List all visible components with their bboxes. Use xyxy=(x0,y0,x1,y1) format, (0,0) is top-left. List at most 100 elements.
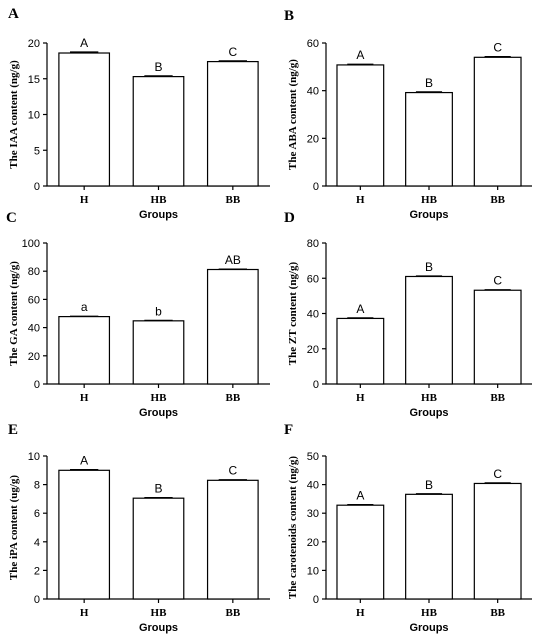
significance-label: B xyxy=(425,76,433,90)
significance-label: a xyxy=(81,300,88,314)
bar xyxy=(132,320,185,385)
panel-letter: C xyxy=(6,210,17,226)
significance-label: C xyxy=(493,41,502,55)
panel-f: F 0 10 20 30 40 50 The carotenoids content (ng/… xyxy=(284,422,532,634)
x-tick-label: HB xyxy=(151,607,168,619)
y-tick-label: 10 xyxy=(28,110,40,122)
panel-letter: B xyxy=(284,8,294,24)
y-tick-label: 100 xyxy=(22,238,40,250)
x-tick-label: H xyxy=(356,392,365,404)
bar xyxy=(473,289,522,385)
bar xyxy=(405,493,453,600)
significance-label: C xyxy=(493,467,502,481)
significance-label: C xyxy=(493,274,502,288)
y-tick-label: 10 xyxy=(307,565,319,577)
y-tick-label: 5 xyxy=(34,145,40,157)
y-axis-label: The ABA content (ng/g) xyxy=(287,59,299,170)
y-tick-label: 80 xyxy=(28,266,40,278)
bar xyxy=(405,275,453,385)
y-tick-label: 40 xyxy=(307,480,319,492)
x-tick-label: H xyxy=(80,607,89,619)
x-tick-label: BB xyxy=(225,607,240,619)
x-tick-label: HB xyxy=(421,194,438,206)
panel-letter: A xyxy=(8,6,19,22)
y-tick-label: 40 xyxy=(28,323,40,335)
x-tick-label: BB xyxy=(490,194,505,206)
y-tick-label: 4 xyxy=(34,537,40,549)
y-tick-label: 0 xyxy=(313,379,319,391)
y-tick-label: 50 xyxy=(307,451,319,463)
y-tick-label: 0 xyxy=(34,594,40,606)
significance-label: B xyxy=(425,260,433,274)
significance-label: A xyxy=(80,36,88,50)
panel-letter: D xyxy=(284,210,295,226)
significance-label: B xyxy=(154,60,162,74)
bar xyxy=(405,91,453,187)
y-tick-label: 0 xyxy=(34,379,40,391)
y-axis-label: The GA content (ng/g) xyxy=(8,261,20,366)
y-tick-label: 10 xyxy=(28,451,40,463)
significance-label: A xyxy=(356,302,364,316)
x-axis-label: Groups xyxy=(139,407,178,419)
x-tick-label: BB xyxy=(225,194,240,206)
bar xyxy=(206,268,259,385)
x-tick-label: HB xyxy=(151,392,168,404)
y-axis-label: The iPA content (ug/g) xyxy=(8,475,20,581)
y-tick-label: 20 xyxy=(307,344,319,356)
bar xyxy=(58,469,111,600)
x-tick-label: BB xyxy=(225,392,240,404)
y-tick-label: 0 xyxy=(313,181,319,193)
x-tick-label: HB xyxy=(421,392,438,404)
x-tick-label: H xyxy=(80,194,89,206)
x-tick-label: BB xyxy=(490,607,505,619)
x-tick-label: H xyxy=(356,194,365,206)
bar xyxy=(206,60,259,187)
y-tick-label: 80 xyxy=(307,238,319,250)
significance-label: A xyxy=(356,489,364,503)
significance-label: A xyxy=(356,48,364,62)
x-axis-label: Groups xyxy=(409,622,448,634)
y-tick-label: 0 xyxy=(313,594,319,606)
x-axis-label: Groups xyxy=(409,209,448,221)
x-tick-label: HB xyxy=(151,194,168,206)
x-axis-label: Groups xyxy=(139,622,178,634)
y-axis-label: The carotenoids content (ng/g) xyxy=(287,456,299,599)
y-tick-label: 60 xyxy=(28,294,40,306)
y-axis-label: The ZT content (ng/g) xyxy=(287,261,299,365)
panel-letter: F xyxy=(284,422,293,438)
bar xyxy=(58,52,111,187)
y-tick-label: 20 xyxy=(307,537,319,549)
y-tick-label: 60 xyxy=(307,273,319,285)
y-tick-label: 8 xyxy=(34,480,40,492)
y-tick-label: 6 xyxy=(34,508,40,520)
y-tick-label: 20 xyxy=(28,351,40,363)
bar xyxy=(473,482,522,600)
significance-label: C xyxy=(228,464,237,478)
y-tick-label: 60 xyxy=(307,38,319,50)
y-tick-label: 40 xyxy=(307,86,319,98)
bar xyxy=(336,504,385,600)
bar xyxy=(473,56,522,187)
x-tick-label: BB xyxy=(490,392,505,404)
significance-label: b xyxy=(155,304,162,318)
significance-label: B xyxy=(154,482,162,496)
bar xyxy=(132,497,185,600)
bar xyxy=(336,64,385,187)
y-tick-label: 0 xyxy=(34,181,40,193)
bar xyxy=(336,317,385,385)
x-axis-label: Groups xyxy=(409,407,448,419)
y-tick-label: 15 xyxy=(28,74,40,86)
significance-label: C xyxy=(228,45,237,59)
y-tick-label: 20 xyxy=(307,133,319,145)
panel-letter: E xyxy=(8,422,18,438)
x-tick-label: H xyxy=(356,607,365,619)
bar xyxy=(132,76,185,187)
bar xyxy=(58,316,111,385)
x-tick-label: H xyxy=(80,392,89,404)
